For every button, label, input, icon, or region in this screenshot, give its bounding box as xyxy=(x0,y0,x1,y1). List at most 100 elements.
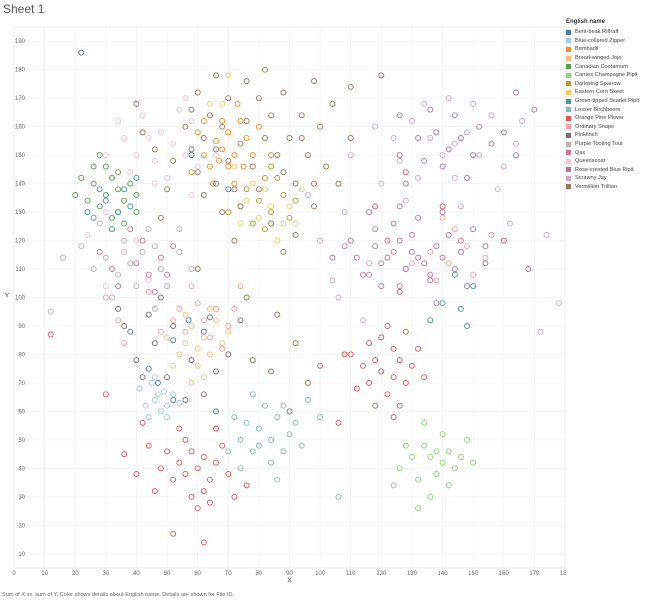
data-point[interactable] xyxy=(157,465,164,472)
data-point[interactable] xyxy=(408,248,415,255)
data-point[interactable] xyxy=(96,203,103,210)
data-point[interactable] xyxy=(194,169,201,176)
data-point[interactable] xyxy=(213,152,219,159)
data-point[interactable] xyxy=(225,323,232,329)
data-point[interactable] xyxy=(262,402,268,409)
data-point[interactable] xyxy=(366,340,373,347)
data-point[interactable] xyxy=(200,152,207,159)
data-point[interactable] xyxy=(476,123,483,130)
data-point[interactable] xyxy=(298,135,305,141)
data-point[interactable] xyxy=(396,357,403,364)
data-point[interactable] xyxy=(249,163,256,170)
data-point[interactable] xyxy=(188,106,195,113)
data-point[interactable] xyxy=(151,305,158,312)
legend-item[interactable]: Scrawny Jay xyxy=(566,174,655,183)
legend-item[interactable]: Lesser Birchbeere xyxy=(566,105,655,114)
data-point[interactable] xyxy=(470,271,477,278)
data-point[interactable] xyxy=(396,465,403,472)
data-point[interactable] xyxy=(249,448,256,455)
data-point[interactable] xyxy=(439,163,446,170)
data-point[interactable] xyxy=(396,152,403,159)
data-point[interactable] xyxy=(182,123,189,130)
data-point[interactable] xyxy=(439,209,446,216)
data-point[interactable] xyxy=(433,471,440,477)
data-point[interactable] xyxy=(280,89,287,96)
data-point[interactable] xyxy=(286,203,293,210)
data-point[interactable] xyxy=(286,431,293,438)
data-point[interactable] xyxy=(543,231,550,238)
data-point[interactable] xyxy=(151,157,158,164)
data-point[interactable] xyxy=(335,493,342,500)
data-point[interactable] xyxy=(127,226,134,233)
data-point[interactable] xyxy=(234,100,241,107)
data-point[interactable] xyxy=(78,49,85,56)
data-point[interactable] xyxy=(402,328,409,335)
data-point[interactable] xyxy=(464,243,470,250)
data-point[interactable] xyxy=(500,129,507,136)
data-point[interactable] xyxy=(115,169,122,176)
data-point[interactable] xyxy=(464,129,470,136)
data-point[interactable] xyxy=(384,237,391,244)
data-point[interactable] xyxy=(292,180,299,187)
data-point[interactable] xyxy=(225,186,232,193)
data-point[interactable] xyxy=(213,368,219,375)
data-point[interactable] xyxy=(488,231,495,238)
data-point[interactable] xyxy=(115,209,122,216)
data-point[interactable] xyxy=(145,135,152,141)
data-point[interactable] xyxy=(182,397,189,403)
data-point[interactable] xyxy=(78,243,85,250)
data-point[interactable] xyxy=(470,459,477,466)
data-point[interactable] xyxy=(347,83,354,90)
data-point[interactable] xyxy=(133,357,140,364)
data-point[interactable] xyxy=(164,271,171,278)
data-point[interactable] xyxy=(206,334,213,341)
data-point[interactable] xyxy=(311,180,317,187)
data-point[interactable] xyxy=(182,436,189,443)
data-point[interactable] xyxy=(396,112,403,119)
data-point[interactable] xyxy=(439,459,446,466)
data-point[interactable] xyxy=(292,231,299,238)
data-point[interactable] xyxy=(482,260,489,267)
data-point[interactable] xyxy=(366,260,373,267)
data-point[interactable] xyxy=(378,180,385,187)
data-point[interactable] xyxy=(237,118,244,124)
data-point[interactable] xyxy=(47,331,54,338)
data-point[interactable] xyxy=(200,539,207,546)
data-point[interactable] xyxy=(268,203,275,210)
data-point[interactable] xyxy=(219,340,226,347)
data-point[interactable] xyxy=(121,197,128,204)
data-point[interactable] xyxy=(470,283,477,290)
data-point[interactable] xyxy=(390,248,397,255)
data-point[interactable] xyxy=(133,209,140,216)
data-point[interactable] xyxy=(243,197,250,204)
data-point[interactable] xyxy=(145,288,152,295)
data-point[interactable] xyxy=(185,317,192,324)
data-point[interactable] xyxy=(525,266,532,272)
data-point[interactable] xyxy=(78,174,85,181)
data-point[interactable] xyxy=(268,112,275,119)
data-point[interactable] xyxy=(200,374,207,381)
data-point[interactable] xyxy=(157,129,164,136)
data-point[interactable] xyxy=(537,328,544,335)
data-point[interactable] xyxy=(311,203,317,210)
data-point[interactable] xyxy=(341,351,348,358)
data-point[interactable] xyxy=(531,106,538,113)
data-point[interactable] xyxy=(280,248,287,255)
data-point[interactable] xyxy=(390,374,397,381)
data-point[interactable] xyxy=(317,362,324,369)
data-point[interactable] xyxy=(188,169,195,176)
data-point[interactable] xyxy=(127,169,134,176)
data-point[interactable] xyxy=(121,220,128,227)
data-point[interactable] xyxy=(213,72,219,79)
data-point[interactable] xyxy=(139,112,146,119)
data-point[interactable] xyxy=(249,152,256,159)
data-point[interactable] xyxy=(255,186,262,193)
data-point[interactable] xyxy=(182,152,189,159)
data-point[interactable] xyxy=(555,300,562,307)
data-point[interactable] xyxy=(188,323,195,329)
data-point[interactable] xyxy=(464,436,470,443)
legend-item[interactable]: Vermillion Trillian xyxy=(566,183,655,192)
data-point[interactable] xyxy=(457,454,464,460)
data-point[interactable] xyxy=(445,482,452,489)
data-point[interactable] xyxy=(60,254,66,261)
